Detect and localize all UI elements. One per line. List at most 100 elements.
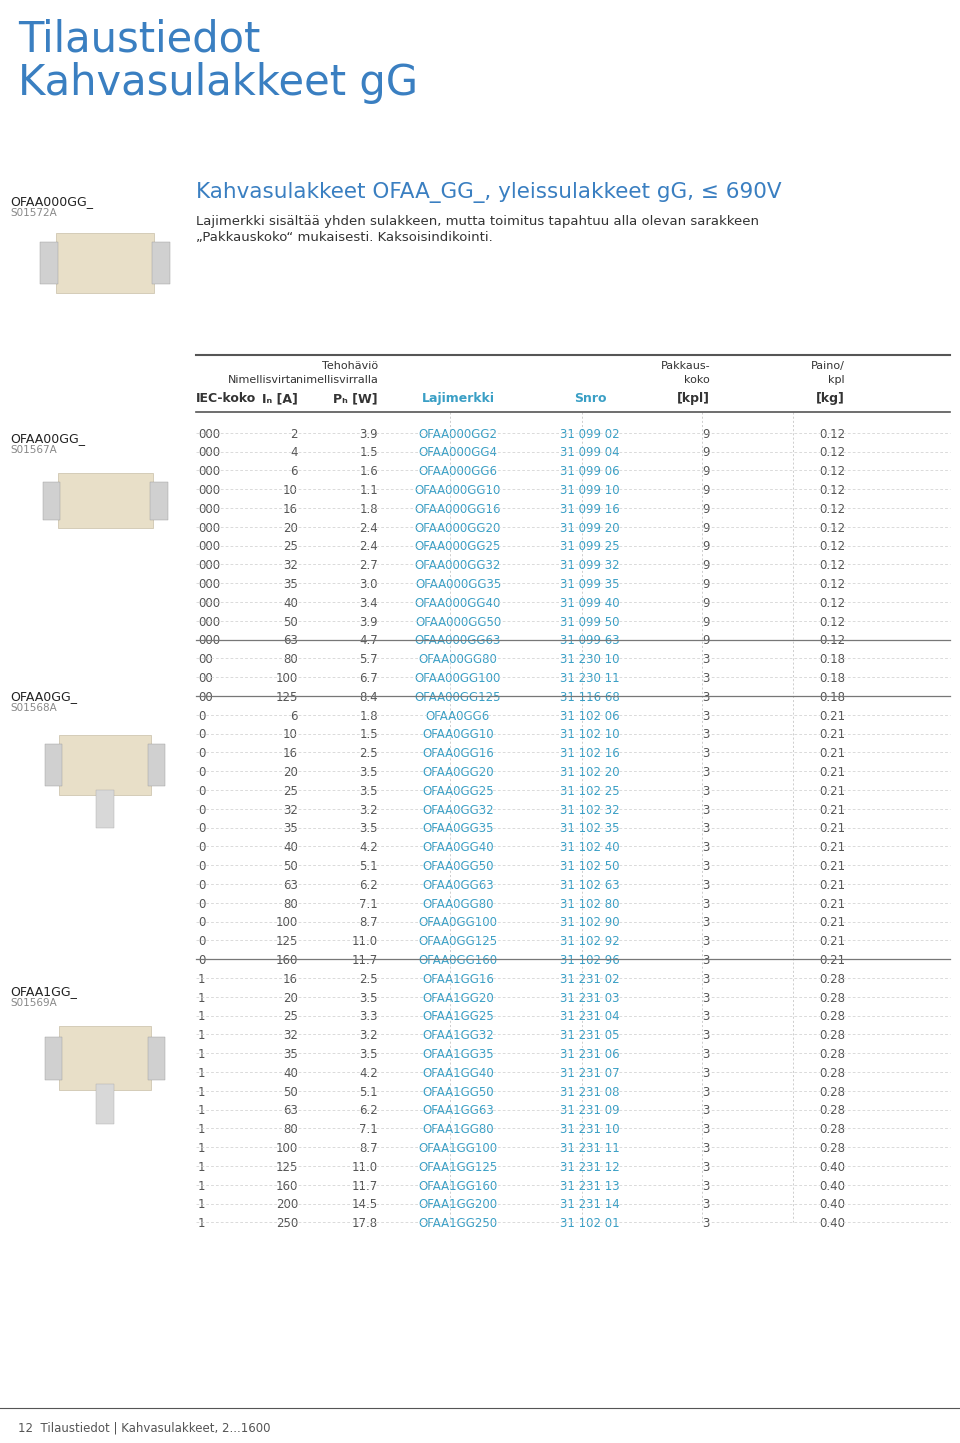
Text: 1: 1 xyxy=(198,1085,205,1098)
Text: 3.4: 3.4 xyxy=(359,597,378,610)
Text: OFAA0GG100: OFAA0GG100 xyxy=(419,916,497,929)
Text: 8.4: 8.4 xyxy=(359,691,378,704)
Text: [kpl]: [kpl] xyxy=(677,392,710,405)
Text: 3: 3 xyxy=(703,823,710,835)
Text: 9: 9 xyxy=(703,558,710,571)
Text: 3: 3 xyxy=(703,860,710,873)
Text: 1: 1 xyxy=(198,1216,205,1229)
Text: 31 099 02: 31 099 02 xyxy=(561,427,620,440)
Text: 0.40: 0.40 xyxy=(819,1160,845,1173)
Text: 31 231 05: 31 231 05 xyxy=(561,1029,620,1042)
Text: 0: 0 xyxy=(198,747,205,760)
Text: 000: 000 xyxy=(198,558,220,571)
Text: 8.7: 8.7 xyxy=(359,916,378,929)
Text: 9: 9 xyxy=(703,635,710,648)
Text: 0: 0 xyxy=(198,935,205,948)
Text: 6.7: 6.7 xyxy=(359,672,378,685)
Text: OFAA000GG4: OFAA000GG4 xyxy=(419,446,497,459)
Text: 0.21: 0.21 xyxy=(819,916,845,929)
Text: OFAA00GG100: OFAA00GG100 xyxy=(415,672,501,685)
Text: 0.28: 0.28 xyxy=(819,1141,845,1154)
Text: 1.6: 1.6 xyxy=(359,465,378,478)
Text: 0.21: 0.21 xyxy=(819,935,845,948)
Text: 0.21: 0.21 xyxy=(819,766,845,779)
Text: 32: 32 xyxy=(283,558,298,571)
Text: 16: 16 xyxy=(283,502,298,515)
Text: koko: koko xyxy=(684,375,710,385)
Text: 5.7: 5.7 xyxy=(359,654,378,667)
Text: 9: 9 xyxy=(703,427,710,440)
Text: 0: 0 xyxy=(198,879,205,892)
Text: 0: 0 xyxy=(198,710,205,723)
Text: 14.5: 14.5 xyxy=(352,1198,378,1211)
Text: OFAA0GG50: OFAA0GG50 xyxy=(422,860,493,873)
Text: 16: 16 xyxy=(283,747,298,760)
Text: 9: 9 xyxy=(703,579,710,592)
Text: 31 102 10: 31 102 10 xyxy=(561,729,620,742)
Text: 10: 10 xyxy=(283,483,298,496)
Text: 000: 000 xyxy=(198,579,220,592)
Text: 31 231 12: 31 231 12 xyxy=(560,1160,620,1173)
Text: 0.21: 0.21 xyxy=(819,879,845,892)
Text: 20: 20 xyxy=(283,521,298,534)
Text: 9: 9 xyxy=(703,483,710,496)
Text: 40: 40 xyxy=(283,1066,298,1079)
Text: 31 099 50: 31 099 50 xyxy=(561,616,620,629)
Text: 31 231 08: 31 231 08 xyxy=(561,1085,620,1098)
Text: 31 231 03: 31 231 03 xyxy=(561,991,620,1004)
Text: 000: 000 xyxy=(198,597,220,610)
Text: 1: 1 xyxy=(198,1141,205,1154)
Text: 0.28: 0.28 xyxy=(819,1048,845,1061)
Text: 0.18: 0.18 xyxy=(819,654,845,667)
Text: 1: 1 xyxy=(198,973,205,986)
Text: 9: 9 xyxy=(703,616,710,629)
Text: OFAA000GG32: OFAA000GG32 xyxy=(415,558,501,571)
Text: 1: 1 xyxy=(198,1029,205,1042)
Text: OFAA0GG80: OFAA0GG80 xyxy=(422,898,493,911)
Text: 6: 6 xyxy=(291,710,298,723)
Text: 3.2: 3.2 xyxy=(359,804,378,817)
Text: OFAA000GG6: OFAA000GG6 xyxy=(419,465,497,478)
Bar xyxy=(45,745,61,786)
Text: 000: 000 xyxy=(198,483,220,496)
Text: 31 230 11: 31 230 11 xyxy=(561,672,620,685)
Text: 31 102 35: 31 102 35 xyxy=(561,823,620,835)
Text: 9: 9 xyxy=(703,502,710,515)
Text: 2.5: 2.5 xyxy=(359,973,378,986)
Text: OFAA0GG6: OFAA0GG6 xyxy=(426,710,491,723)
Text: 0: 0 xyxy=(198,823,205,835)
Text: 0: 0 xyxy=(198,804,205,817)
Text: S01569A: S01569A xyxy=(10,999,57,1009)
Text: OFAA000GG50: OFAA000GG50 xyxy=(415,616,501,629)
Text: 0.21: 0.21 xyxy=(819,747,845,760)
Text: 3.5: 3.5 xyxy=(359,766,378,779)
Text: 25: 25 xyxy=(283,1010,298,1023)
Text: 0: 0 xyxy=(198,898,205,911)
Text: 25: 25 xyxy=(283,785,298,798)
Text: 63: 63 xyxy=(283,879,298,892)
Text: 31 102 96: 31 102 96 xyxy=(560,954,620,967)
Text: 3.5: 3.5 xyxy=(359,1048,378,1061)
Text: 31 102 80: 31 102 80 xyxy=(561,898,620,911)
Bar xyxy=(40,242,59,284)
Text: 31 231 04: 31 231 04 xyxy=(561,1010,620,1023)
Text: 3: 3 xyxy=(703,672,710,685)
Text: 31 099 10: 31 099 10 xyxy=(561,483,620,496)
Text: Kahvasulakkeet OFAA_GG_, yleissulakkeet gG, ≤ 690V: Kahvasulakkeet OFAA_GG_, yleissulakkeet … xyxy=(196,182,781,203)
Text: 3: 3 xyxy=(703,1216,710,1229)
Text: 31 231 02: 31 231 02 xyxy=(561,973,620,986)
Text: 3: 3 xyxy=(703,841,710,854)
Text: 1: 1 xyxy=(198,1010,205,1023)
Text: 9: 9 xyxy=(703,465,710,478)
Text: 3.9: 3.9 xyxy=(359,427,378,440)
Bar xyxy=(96,789,114,828)
Text: 25: 25 xyxy=(283,540,298,553)
Text: 40: 40 xyxy=(283,841,298,854)
Text: 32: 32 xyxy=(283,804,298,817)
Text: OFAA00GG_: OFAA00GG_ xyxy=(10,431,85,444)
Text: 9: 9 xyxy=(703,597,710,610)
Text: 200: 200 xyxy=(276,1198,298,1211)
Text: 1.5: 1.5 xyxy=(359,446,378,459)
Text: 3: 3 xyxy=(703,766,710,779)
Text: 6: 6 xyxy=(291,465,298,478)
